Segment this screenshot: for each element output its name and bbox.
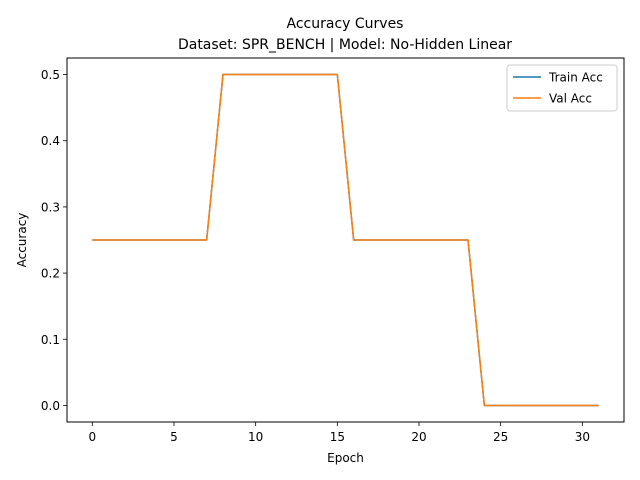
x-tick-label: 0 [88, 430, 96, 444]
plot-area-frame [66, 57, 625, 423]
axis-ticks: 0 5 10 15 20 25 30 0.0 0.1 0.2 0.3 0.4 0.5 [41, 68, 590, 444]
y-tick-label: 0.4 [41, 134, 60, 148]
legend: Train Acc Val Acc [506, 64, 618, 112]
x-axis-label: Epoch [327, 451, 364, 465]
y-tick-label: 0.5 [41, 68, 60, 82]
legend-label-train-acc: Train Acc [548, 71, 603, 85]
x-tick-label: 5 [170, 430, 178, 444]
y-tick-label: 0.0 [41, 399, 60, 413]
series-line-val-acc [92, 73, 599, 407]
y-tick-label: 0.3 [41, 200, 60, 214]
x-tick-label: 30 [575, 430, 590, 444]
plot-lines [92, 73, 599, 407]
chart-title: Accuracy Curves [287, 16, 404, 32]
chart-subtitle: Dataset: SPR_BENCH | Model: No-Hidden Li… [178, 37, 512, 53]
legend-label-val-acc: Val Acc [549, 92, 592, 106]
y-axis-label: Accuracy [15, 213, 29, 268]
y-tick-label: 0.1 [41, 333, 60, 347]
x-tick-label: 20 [411, 430, 426, 444]
x-tick-label: 10 [248, 430, 263, 444]
y-tick-label: 0.2 [41, 267, 60, 281]
x-tick-label: 15 [330, 430, 345, 444]
x-tick-label: 25 [493, 430, 508, 444]
